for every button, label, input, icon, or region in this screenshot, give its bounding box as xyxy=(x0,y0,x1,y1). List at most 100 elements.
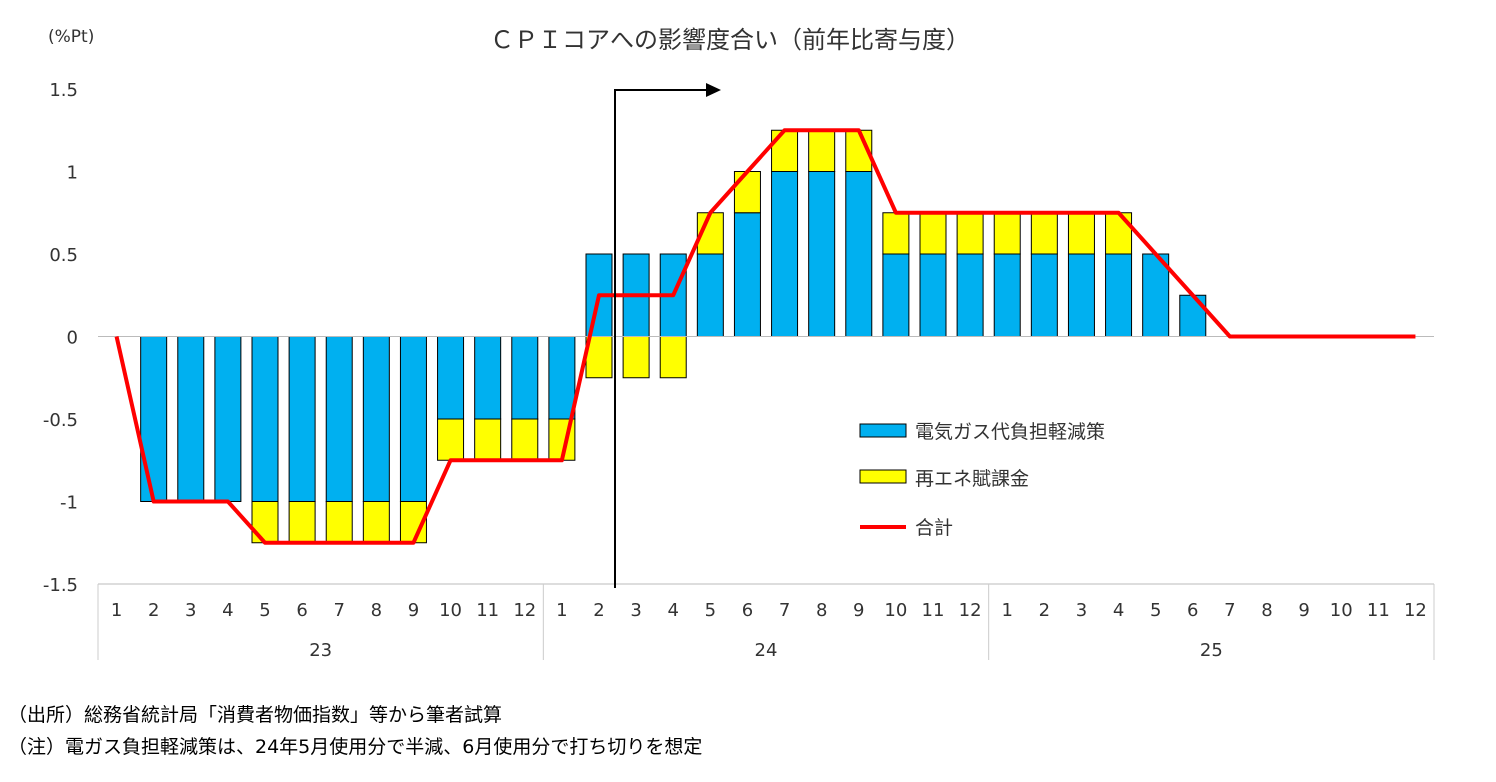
bar-electric-gas xyxy=(771,171,799,337)
bar-renewable-levy xyxy=(733,171,761,214)
bar-electric-gas xyxy=(845,171,873,337)
bar-electric-gas xyxy=(140,336,168,502)
bar-renewable-levy xyxy=(1067,212,1095,255)
x-tick-label: 2 xyxy=(148,600,159,621)
bar-renewable-levy xyxy=(362,501,390,544)
bar-renewable-levy xyxy=(659,336,687,379)
bar-renewable-levy xyxy=(993,212,1021,255)
legend-label: 合計 xyxy=(915,517,953,539)
bar-renewable-levy xyxy=(585,336,613,379)
x-tick-label: 12 xyxy=(513,600,536,621)
legend-label: 再エネ賦課金 xyxy=(915,468,1029,490)
x-tick-label: 6 xyxy=(296,600,307,621)
bar-electric-gas xyxy=(1105,253,1133,337)
x-tick-label: 10 xyxy=(1330,600,1353,621)
bar-electric-gas xyxy=(288,336,316,502)
x-tick-label: 1 xyxy=(1001,600,1012,621)
x-tick-label: 3 xyxy=(185,600,196,621)
bar-electric-gas xyxy=(362,336,390,502)
bar-electric-gas xyxy=(399,336,427,502)
x-tick-label: 10 xyxy=(884,600,907,621)
y-tick-label: 0.5 xyxy=(49,245,78,266)
total-line xyxy=(114,128,1416,545)
bar-renewable-levy xyxy=(919,212,947,255)
x-tick-label: 1 xyxy=(111,600,122,621)
bar-electric-gas xyxy=(1030,253,1058,337)
x-tick-label: 9 xyxy=(853,600,864,621)
y-tick-label: -1 xyxy=(60,493,78,514)
legend-label: 電気ガス代負担軽減策 xyxy=(915,421,1105,443)
bar-electric-gas xyxy=(437,336,465,420)
bar-electric-gas xyxy=(1179,294,1207,337)
x-tick-label: 7 xyxy=(1224,600,1235,621)
bar-renewable-levy xyxy=(288,501,316,544)
bar-electric-gas xyxy=(882,253,910,337)
x-tick-label: 5 xyxy=(259,600,270,621)
x-tick-label: 11 xyxy=(1367,600,1390,621)
year-label: 24 xyxy=(755,640,778,661)
annotation-arrow xyxy=(614,83,721,588)
chart-title: ＣＰＩコアへの影響度合い（前年比寄与度） xyxy=(490,26,970,54)
bar-renewable-levy xyxy=(622,336,650,379)
x-tick-label: 5 xyxy=(705,600,716,621)
bar-electric-gas xyxy=(1067,253,1095,337)
year-label: 23 xyxy=(309,640,332,661)
y-axis-unit: (%Pt) xyxy=(48,27,94,47)
chart: ＣＰＩコアへの影響度合い（前年比寄与度） (%Pt) 1.5 1 0.5 0 -0.5 -… xyxy=(43,26,1435,661)
bar-electric-gas xyxy=(548,336,576,420)
x-tick-label: 4 xyxy=(667,600,678,621)
year-label: 25 xyxy=(1200,640,1223,661)
x-tick-label: 8 xyxy=(1261,600,1272,621)
x-tick-label: 1 xyxy=(556,600,567,621)
bar-renewable-levy xyxy=(956,212,984,255)
legend-swatch-renewable-levy xyxy=(859,469,907,484)
y-tick-label: 1 xyxy=(67,163,78,184)
x-tick-label: 5 xyxy=(1150,600,1161,621)
bar-electric-gas xyxy=(177,336,205,502)
x-tick-label: 12 xyxy=(1404,600,1427,621)
x-tick-label: 6 xyxy=(742,600,753,621)
x-tick-label: 6 xyxy=(1187,600,1198,621)
bar-electric-gas xyxy=(993,253,1021,337)
bar-electric-gas xyxy=(733,212,761,337)
bar-renewable-levy xyxy=(1105,212,1133,255)
bar-renewable-levy xyxy=(511,418,539,461)
bar-renewable-levy xyxy=(882,212,910,255)
bar-renewable-levy xyxy=(325,501,353,544)
x-tick-label: 8 xyxy=(816,600,827,621)
x-tick-label: 3 xyxy=(630,600,641,621)
x-tick-label: 11 xyxy=(922,600,945,621)
source-note: （出所）総務省統計局「消費者物価指数」等から筆者試算 xyxy=(8,704,503,726)
bar-electric-gas xyxy=(696,253,724,337)
bar-electric-gas xyxy=(919,253,947,337)
bar-renewable-levy xyxy=(474,418,502,461)
footnote: （注）電ガス負担軽減策は、24年5月使用分で半減、6月使用分で打ち切りを想定 xyxy=(8,736,703,758)
y-tick-label: -0.5 xyxy=(43,410,78,431)
x-tick-label: 9 xyxy=(408,600,419,621)
bar-renewable-levy xyxy=(808,129,836,172)
y-tick-label: 1.5 xyxy=(49,80,78,101)
x-tick-label: 9 xyxy=(1298,600,1309,621)
x-tick-label: 12 xyxy=(959,600,982,621)
x-tick-label: 2 xyxy=(1039,600,1050,621)
bar-electric-gas xyxy=(511,336,539,420)
x-tick-label: 2 xyxy=(593,600,604,621)
x-tick-label: 11 xyxy=(476,600,499,621)
x-tick-label: 4 xyxy=(1113,600,1124,621)
legend-swatch-electric-gas xyxy=(859,423,907,438)
x-tick-label: 7 xyxy=(333,600,344,621)
bar-electric-gas xyxy=(474,336,502,420)
bar-electric-gas xyxy=(808,171,836,337)
y-tick-label: -1.5 xyxy=(43,575,78,596)
x-tick-label: 3 xyxy=(1076,600,1087,621)
bar-electric-gas xyxy=(251,336,279,502)
bar-electric-gas xyxy=(325,336,353,502)
bar-electric-gas xyxy=(214,336,242,502)
x-tick-label: 8 xyxy=(371,600,382,621)
x-tick-label: 7 xyxy=(779,600,790,621)
x-tick-label: 4 xyxy=(222,600,233,621)
bar-electric-gas xyxy=(956,253,984,337)
x-tick-label: 10 xyxy=(439,600,462,621)
bar-renewable-levy xyxy=(771,129,799,172)
y-tick-label: 0 xyxy=(67,328,78,349)
